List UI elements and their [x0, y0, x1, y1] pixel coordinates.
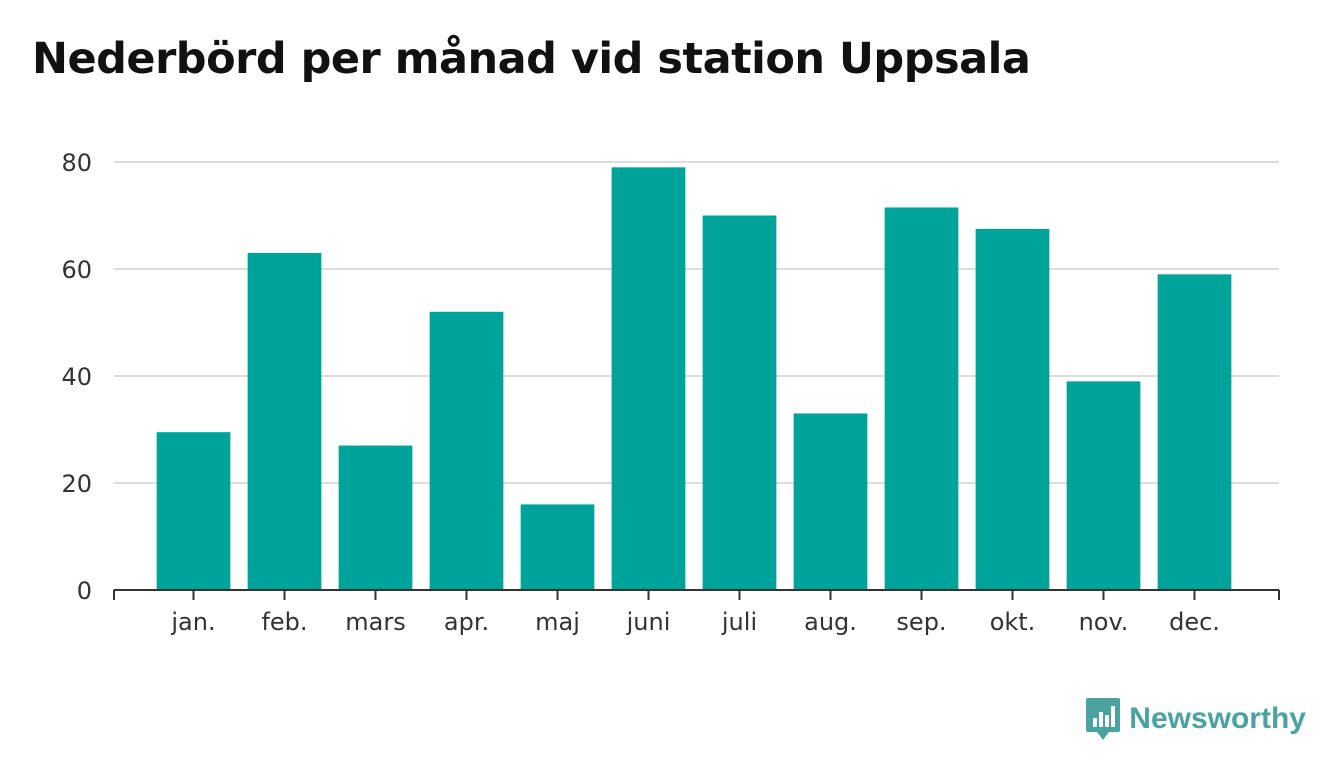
logo-text: Newsworthy	[1129, 702, 1306, 735]
bar-okt	[975, 228, 1050, 590]
y-tick-label: 60	[61, 256, 92, 284]
x-tick-label: feb.	[261, 608, 307, 636]
x-axis-labels: jan. feb. mars apr. maj juni juli aug. sep. okt. n…	[170, 608, 1220, 636]
bar-dec	[1157, 274, 1232, 590]
bar-jan	[156, 432, 231, 590]
y-tick-label: 40	[61, 363, 92, 391]
y-tick-label: 0	[77, 577, 92, 605]
y-tick-label: 20	[61, 470, 92, 498]
x-tick-label: nov.	[1079, 608, 1129, 636]
x-tick-label: apr.	[444, 608, 489, 636]
y-tick-label: 80	[61, 149, 92, 177]
x-tick-label: okt.	[990, 608, 1036, 636]
y-axis-labels: 0 20 40 60 80	[61, 149, 92, 605]
bar-nov	[1066, 381, 1141, 590]
bar-sep	[884, 207, 959, 590]
bar-mars	[338, 445, 413, 590]
bar-juli	[702, 215, 777, 590]
x-tick-label: juni	[626, 608, 671, 636]
newsworthy-logo-icon	[1086, 698, 1121, 740]
bar-maj	[520, 504, 595, 590]
bar-feb	[247, 252, 322, 590]
x-tick-label: aug.	[804, 608, 857, 636]
newsworthy-logo: Newsworthy	[1085, 697, 1306, 741]
bar-aug	[793, 413, 868, 590]
bars	[156, 167, 1232, 590]
x-tick-label: sep.	[896, 608, 946, 636]
x-axis	[113, 589, 1280, 600]
x-tick-label: maj	[535, 608, 580, 636]
chart-title: Nederbörd per månad vid station Uppsala	[32, 34, 1031, 84]
x-tick-label: mars	[345, 608, 405, 636]
x-tick-label: dec.	[1169, 608, 1220, 636]
bar-juni	[611, 167, 686, 590]
x-tick-label: juli	[721, 608, 757, 636]
x-tick-label: jan.	[170, 608, 215, 636]
bar-apr	[429, 311, 504, 590]
